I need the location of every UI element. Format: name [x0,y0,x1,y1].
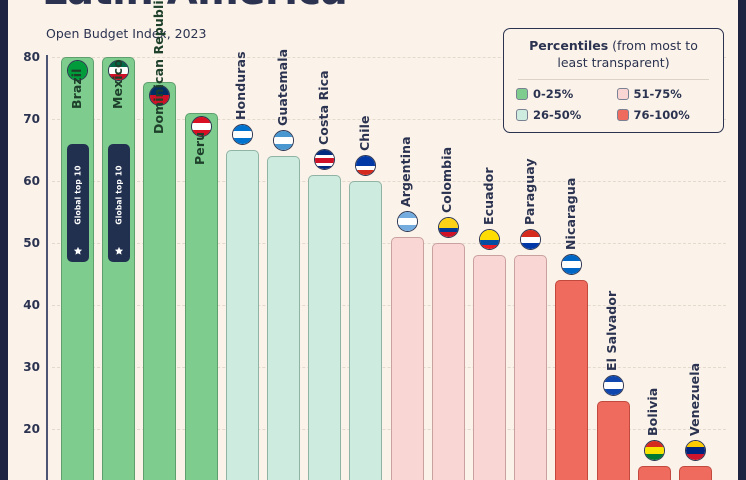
gridline [52,119,726,120]
gridline [52,429,726,430]
bar[interactable] [61,57,94,480]
bar[interactable] [431,243,465,480]
flag-icon [355,155,377,176]
y-tick-label: 80 [23,50,40,64]
flag-icon [108,60,130,81]
legend-swatch [516,87,528,100]
gridline [52,367,726,368]
flag-icon [437,217,459,238]
bar-country-label: Chile [356,115,372,151]
flag-icon [520,229,542,251]
bar-series: Brazil Global top 10 Mexico Global top 10 Do… [52,0,726,480]
bar-country-label: El Salvador [604,290,620,372]
bar[interactable] [555,280,589,480]
star-icon [73,246,82,255]
badge-label: Global top 10 [114,165,124,225]
bar-country-label: Peru [192,131,208,165]
flag-icon [314,148,336,170]
legend-label: 0-25% [533,86,574,101]
bar[interactable] [102,57,136,480]
flag-icon [231,124,253,145]
flag-icon [190,115,212,137]
flag-icon [479,229,500,251]
gridline [52,243,726,244]
chart-canvas: Latin America Open Budget Index, 2023 80… [8,0,738,480]
flag-icon [273,130,294,152]
legend-title: Percentiles (from most to least transpar… [516,38,711,72]
bar-country-label: Mexico [109,59,125,109]
plot-area: 80 70 60 50 40 30 20 Brazil Global top 10 Mexico… [23,0,726,480]
flag-icon [67,60,88,81]
legend-label: 26-50% [533,107,582,122]
y-tick-label: 40 [23,298,40,312]
legend-title-rest: (from most to least transparent) [557,38,698,70]
legend-title-strong: Percentiles [529,38,609,53]
bar-country-label: Costa Rica [315,70,331,145]
bar-country-label: Argentina [398,136,414,207]
bar[interactable] [267,156,300,480]
y-tick-label: 50 [23,236,40,250]
badge-label: Global top 10 [73,165,82,225]
bar-country-label: Nicaragua [562,177,578,251]
legend-label: 76-100% [633,107,690,122]
bar-country-label: Colombia [439,146,455,213]
gridline [52,181,726,182]
bar[interactable] [473,255,506,480]
flag-icon [643,440,665,462]
y-tick-label: 20 [23,422,40,436]
bar[interactable] [184,112,218,480]
global-top-10-badge: Global top 10 [107,144,130,262]
bar[interactable] [349,181,383,480]
legend-item[interactable]: 0-25% [516,87,611,101]
bar-country-label: Guatemala [274,49,290,127]
bar[interactable] [143,81,177,480]
global-top-10-badge: Global top 10 [66,144,89,262]
bar-country-label: Ecuador [480,167,496,226]
legend-divider [518,78,709,80]
legend-swatch [516,108,528,121]
bar-country-label: Bolivia [645,387,661,437]
bar[interactable] [596,401,630,480]
legend-label: 51-75% [633,86,682,101]
y-axis-line [46,55,48,480]
legend-items: 0-25% 51-75% 26-50% 76-100% [516,87,711,122]
bar[interactable] [514,255,548,480]
flag-icon [561,254,583,276]
bar[interactable] [390,236,424,480]
legend-item[interactable]: 51-75% [616,86,712,101]
flag-icon [396,210,418,232]
bar-country-label: Paraguay [521,158,537,226]
flag-icon [685,440,706,462]
bar-country-label: Dominican Republic [150,0,166,134]
bar-country-label: Brazil [68,68,84,109]
legend-item[interactable]: 26-50% [516,108,611,122]
y-tick-label: 60 [23,174,40,188]
gridline [52,57,726,58]
legend-swatch [616,108,629,121]
flag-icon [602,375,624,397]
bar[interactable] [679,466,712,480]
y-tick-label: 30 [23,360,40,374]
legend-swatch [616,87,629,100]
chart-title: Latin America [42,0,348,14]
flag-icon [149,84,171,106]
bar-country-label: Honduras [233,51,249,120]
gridline [52,305,726,306]
legend-item[interactable]: 76-100% [616,107,712,122]
legend: Percentiles (from most to least transpar… [503,28,724,133]
bar[interactable] [225,150,259,480]
bar[interactable] [637,466,671,480]
chart-subtitle: Open Budget Index, 2023 [46,26,207,41]
bar[interactable] [308,174,342,480]
star-icon [114,246,123,255]
bar-country-label: Venezuela [686,363,702,437]
y-tick-label: 70 [23,112,40,126]
